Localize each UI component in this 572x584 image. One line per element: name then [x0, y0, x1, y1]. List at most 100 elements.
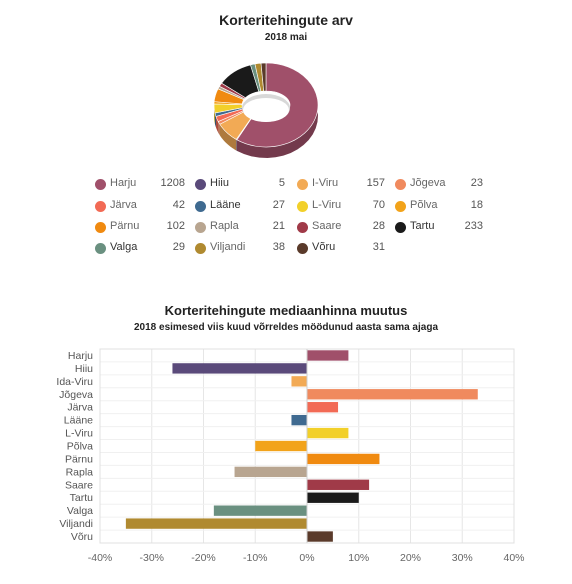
legend-item-rapla[interactable]: Rapla 21 — [195, 220, 285, 236]
bar-jõgeva[interactable] — [307, 389, 478, 400]
legend-label: Rapla — [210, 220, 239, 232]
bar-chart-subtitle: 2018 esimesed viis kuud võrreldes möödun… — [133, 322, 439, 333]
legend-value: 157 — [366, 177, 385, 189]
legend-label: Viljandi — [210, 241, 246, 253]
legend-item-hiiu[interactable]: Hiiu 5 — [195, 177, 285, 193]
x-tick-label: -10% — [243, 552, 268, 564]
y-tick-label: Põlva — [67, 441, 93, 453]
legend-label: Pärnu — [110, 220, 140, 232]
legend-label: Võru — [312, 241, 336, 253]
x-tick-label: 20% — [400, 552, 421, 564]
legend-label: Harju — [110, 177, 137, 189]
legend-swatch — [195, 243, 206, 254]
legend-item-i-viru[interactable]: I-Viru 157 — [297, 177, 385, 193]
bar-järva[interactable] — [307, 402, 339, 413]
legend-label: I-Viru — [312, 177, 339, 189]
bar-rapla[interactable] — [234, 466, 307, 478]
bar-ida-viru[interactable] — [291, 376, 307, 387]
legend-swatch — [195, 222, 206, 233]
bar-saare[interactable] — [307, 479, 370, 490]
y-tick-label: Pärnu — [65, 453, 93, 465]
bar-viljandi[interactable] — [125, 518, 307, 529]
x-tick-label: 40% — [503, 552, 524, 564]
bar-pärnu[interactable] — [307, 453, 380, 465]
bar-harju[interactable] — [307, 350, 349, 361]
bar-võru[interactable] — [307, 531, 333, 542]
bar-l-viru[interactable] — [307, 427, 349, 439]
y-tick-label: Võru — [71, 531, 93, 543]
pie-chart-title: Korteritehingute arv — [219, 12, 353, 28]
legend-value: 27 — [272, 199, 285, 211]
legend-item-valga[interactable]: Valga 29 — [95, 241, 185, 257]
legend-item-jõgeva[interactable]: Jõgeva 23 — [395, 177, 483, 193]
y-tick-label: Hiiu — [75, 363, 93, 375]
pie-side — [214, 113, 216, 128]
y-tick-label: Jõgeva — [59, 389, 93, 401]
legend-swatch — [297, 201, 308, 212]
pie-side — [236, 139, 237, 151]
y-tick-label: L-Viru — [65, 428, 93, 440]
legend-value: 29 — [172, 241, 185, 253]
legend-value: 70 — [372, 199, 385, 211]
legend-value: 5 — [278, 177, 285, 189]
y-tick-label: Tartu — [70, 492, 94, 504]
legend-swatch — [95, 222, 106, 233]
legend-item-lääne[interactable]: Lääne 27 — [195, 199, 285, 215]
bar-põlva[interactable] — [255, 440, 307, 452]
bar-lääne[interactable] — [291, 414, 307, 426]
legend-item-harju[interactable]: Harju 1208 — [95, 177, 185, 193]
legend-label: Jõgeva — [410, 177, 446, 189]
x-tick-label: -20% — [191, 552, 216, 564]
legend-item-võru[interactable]: Võru 31 — [297, 241, 385, 257]
y-tick-label: Järva — [67, 402, 93, 414]
legend-value: 102 — [166, 220, 185, 232]
y-tick-label: Valga — [67, 505, 93, 517]
legend-swatch — [95, 243, 106, 254]
bar-tartu[interactable] — [307, 492, 359, 503]
legend-label: Järva — [110, 199, 137, 211]
y-tick-label: Harju — [68, 350, 93, 362]
x-tick-label: -40% — [88, 552, 113, 564]
legend-value: 23 — [470, 177, 483, 189]
legend-item-pärnu[interactable]: Pärnu 102 — [95, 220, 185, 236]
legend-value: 21 — [272, 220, 285, 232]
legend-label: Valga — [110, 241, 138, 253]
legend-value: 233 — [464, 220, 483, 232]
legend-swatch — [95, 201, 106, 212]
pie-slice-harju[interactable] — [236, 62, 319, 148]
legend-swatch — [395, 179, 406, 190]
pie-hole — [243, 98, 289, 122]
bar-valga[interactable] — [213, 505, 307, 516]
pie-side — [219, 124, 237, 151]
x-tick-label: -30% — [139, 552, 164, 564]
legend-item-järva[interactable]: Järva 42 — [95, 199, 185, 215]
y-tick-label: Lääne — [64, 415, 93, 427]
legend-swatch — [95, 179, 106, 190]
legend-swatch — [297, 243, 308, 254]
legend-value: 1208 — [160, 177, 185, 189]
bar-hiiu[interactable] — [172, 363, 307, 374]
legend-swatch — [395, 201, 406, 212]
legend-item-põlva[interactable]: Põlva 18 — [395, 199, 483, 215]
legend-item-l-viru[interactable]: L-Viru 70 — [297, 199, 385, 215]
legend-label: Lääne — [210, 199, 241, 211]
y-tick-label: Ida-Viru — [56, 376, 93, 388]
bar-chart-title: Korteritehingute mediaanhinna muutus — [164, 303, 408, 318]
legend-swatch — [195, 179, 206, 190]
legend-swatch — [297, 222, 308, 233]
legend-item-viljandi[interactable]: Viljandi 38 — [195, 241, 285, 257]
pie-chart-subtitle: 2018 mai — [264, 32, 308, 43]
pie-side — [218, 121, 220, 136]
pie-chart — [213, 62, 319, 158]
legend-value: 31 — [372, 241, 385, 253]
legend-swatch — [395, 222, 406, 233]
x-tick-label: 10% — [348, 552, 369, 564]
legend-value: 38 — [272, 241, 285, 253]
legend-label: Saare — [312, 220, 342, 232]
legend-item-saare[interactable]: Saare 28 — [297, 220, 385, 236]
legend-label: Põlva — [410, 199, 438, 211]
pie-slice-võru[interactable] — [260, 62, 267, 92]
legend-label: Tartu — [410, 220, 435, 232]
legend-item-tartu[interactable]: Tartu 233 — [395, 220, 483, 236]
